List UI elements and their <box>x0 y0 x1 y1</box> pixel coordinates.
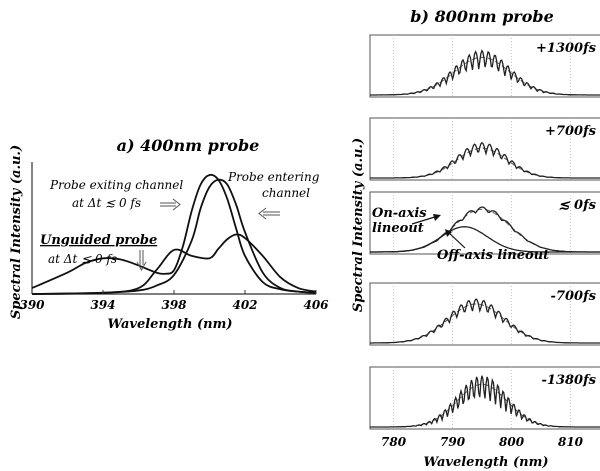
chart-b-panel: +1300fs <box>369 34 600 98</box>
chart-b-solid-series <box>370 49 600 96</box>
chart-b-panel: -700fs <box>369 282 600 346</box>
annotation-on-axis-line2: lineout <box>372 221 424 236</box>
chart-b-dashed-series <box>370 147 600 179</box>
chart-b-tick-label: 810 <box>558 435 584 449</box>
arrow-off-axis-icon <box>445 229 466 249</box>
chart-a-tick-label: 390 <box>19 298 45 312</box>
arrow-on-axis-icon <box>411 214 441 225</box>
chart-b-panel-frame <box>369 191 600 255</box>
chart-a-series-2 <box>31 178 317 295</box>
chart-b-panel-frame <box>369 282 600 346</box>
chart-b-delay-label: -700fs <box>551 289 597 304</box>
arrow-down-icon <box>136 250 147 272</box>
chart-a-ylabel: Spectral Intensity (a.u.) <box>9 145 24 319</box>
chart-b-title: b) 800nm probe <box>410 7 554 26</box>
chart-b: +1300fs +700fs ≲ 0fs -700fs -1380fs 780 790 800… <box>369 34 600 449</box>
chart-a-tick-label: 406 <box>303 298 329 312</box>
chart-a-series-1 <box>31 173 317 294</box>
chart-b-solid-series <box>370 141 600 179</box>
annotation-on-axis-line1: On-axis <box>372 206 427 221</box>
annotation-unguided: Unguided probe <box>40 233 157 248</box>
chart-b-panel: -1380fs <box>369 366 600 430</box>
chart-b-solid-series <box>370 298 600 344</box>
chart-b-panel-frame <box>369 366 600 430</box>
annotation-off-axis: Off-axis lineout <box>437 248 549 263</box>
chart-a-tick-label: 398 <box>161 298 187 312</box>
chart-a-tick-label: 402 <box>232 298 257 312</box>
annotation-exiting-dt: at Δt ≲ 0 fs <box>72 196 141 210</box>
chart-b-tick-label: 780 <box>381 435 407 449</box>
chart-b-dashed-series <box>370 303 600 344</box>
chart-b-delay-label: ≲ 0fs <box>559 198 597 213</box>
chart-b-ylabel: Spectral Intensity (a.u.) <box>351 138 366 312</box>
arrow-right-icon <box>160 198 181 211</box>
chart-a-series-3 <box>31 233 317 295</box>
chart-a-xlabel: Wavelength (nm) <box>108 317 233 332</box>
annotation-entering-line2: channel <box>262 186 310 200</box>
annotation-exiting: Probe exiting channel <box>49 178 183 192</box>
chart-b-panel: ≲ 0fs <box>369 191 600 255</box>
chart-b-delay-label: +1300fs <box>536 41 597 56</box>
chart-b-delay-label: +700fs <box>545 124 597 139</box>
chart-b-xlabel: Wavelength (nm) <box>424 455 549 470</box>
chart-b-tick-label: 790 <box>440 435 466 449</box>
chart-a-curves <box>31 173 317 295</box>
annotation-entering-line1: Probe entering <box>227 170 320 184</box>
chart-b-panel-frame <box>369 117 600 181</box>
chart-b-panel-frame <box>369 34 600 98</box>
chart-b-tick-label: 800 <box>499 435 525 449</box>
chart-a: 390 394 398 402 406 <box>19 162 329 312</box>
chart-b-solid-series <box>370 375 600 428</box>
chart-b-delay-label: -1380fs <box>542 373 597 388</box>
annotation-unguided-dt: at Δt ≲ 0 fs <box>48 252 117 266</box>
arrow-left-icon <box>258 207 280 220</box>
chart-a-ticks: 390 394 398 402 406 <box>19 290 329 312</box>
chart-a-tick-label: 394 <box>90 298 115 312</box>
chart-a-title: a) 400nm probe <box>117 136 260 155</box>
chart-b-off-axis-series <box>370 226 600 253</box>
chart-b-panel: +700fs <box>369 117 600 181</box>
